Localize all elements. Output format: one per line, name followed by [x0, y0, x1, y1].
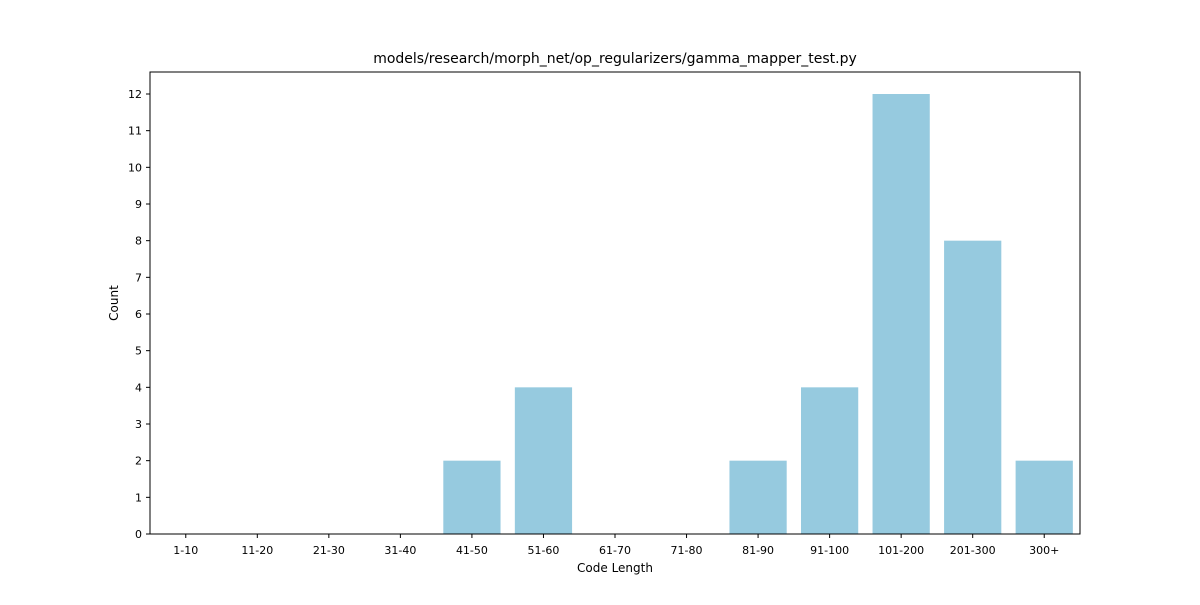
plot-frame: [149, 71, 1081, 535]
bar-91-100: [801, 387, 859, 534]
y-tick-label: 1: [135, 491, 142, 504]
x-tick-label: 1-10: [173, 544, 198, 557]
x-tick-label: 71-80: [671, 544, 703, 557]
y-tick-label: 0: [135, 528, 142, 541]
y-tick-label: 6: [135, 308, 142, 321]
bars-group: [443, 94, 1073, 534]
x-tick-label: 21-30: [313, 544, 345, 557]
bar-41-50: [443, 460, 501, 534]
y-tick-label: 2: [135, 455, 142, 468]
y-tick-label: 3: [135, 418, 142, 431]
bar-51-60: [514, 387, 573, 534]
x-tick-label: 201-300: [950, 544, 996, 557]
bar-300+: [1015, 460, 1073, 534]
y-tick-label: 7: [135, 271, 142, 284]
bar-81-90: [729, 460, 787, 534]
x-tick-label: 300+: [1029, 544, 1059, 557]
y-tick-label: 8: [135, 235, 142, 248]
y-tick-label: 12: [128, 88, 142, 101]
x-axis-label: Code Length: [577, 561, 653, 575]
x-tick-label: 51-60: [527, 544, 559, 557]
y-axis-label: Count: [107, 285, 121, 321]
x-axis-ticks: 1-10 11-20 21-30 31-40 41-50 51-60 61-70 71-80 8…: [173, 534, 1059, 557]
x-tick-label: 101-200: [878, 544, 924, 557]
y-tick-label: 9: [135, 198, 142, 211]
y-tick-label: 4: [135, 381, 142, 394]
x-tick-label: 31-40: [384, 544, 416, 557]
y-tick-label: 5: [135, 345, 142, 358]
x-tick-label: 91-100: [810, 544, 849, 557]
y-tick-label: 11: [128, 125, 142, 138]
x-tick-label: 11-20: [241, 544, 273, 557]
bar-201-300: [944, 240, 1002, 534]
x-tick-label: 61-70: [599, 544, 631, 557]
bar-101-200: [872, 94, 930, 534]
chart-title: models/research/morph_net/op_regularizer…: [373, 51, 857, 67]
y-tick-label: 10: [128, 161, 142, 174]
x-tick-label: 81-90: [742, 544, 774, 557]
x-tick-label: 41-50: [456, 544, 488, 557]
